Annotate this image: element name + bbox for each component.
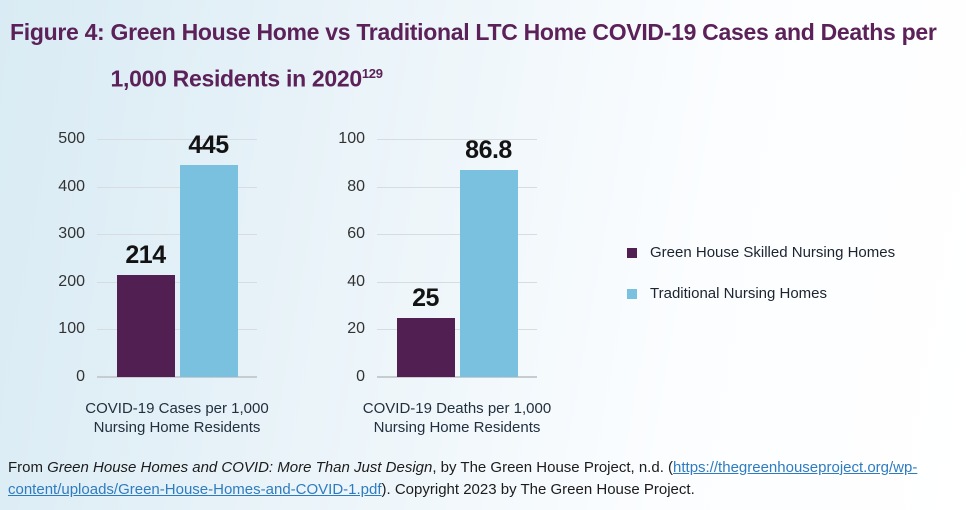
y-tick-label: 0 bbox=[76, 368, 85, 385]
legend-label-green-house: Green House Skilled Nursing Homes bbox=[650, 244, 896, 261]
bar-green-house bbox=[116, 275, 175, 377]
figure-title-text: Green House Home vs Traditional LTC Home… bbox=[111, 12, 937, 100]
gridline bbox=[377, 281, 537, 283]
y-tick-label: 40 bbox=[347, 272, 365, 290]
citation-suffix: ). Copyright 2023 by The Green House Pro… bbox=[381, 481, 695, 498]
footnote-reference: 129 bbox=[361, 66, 383, 81]
y-tick-label: 100 bbox=[58, 320, 85, 338]
legend-item-green-house: Green House Skilled Nursing Homes bbox=[627, 244, 895, 261]
cases-x-axis-label: COVID-19 Cases per 1,000 Nursing Home Re… bbox=[85, 400, 269, 436]
legend-item-traditional: Traditional Nursing Homes bbox=[627, 285, 895, 302]
y-tick-label: 100 bbox=[338, 130, 365, 147]
gridline bbox=[97, 139, 257, 140]
gridline bbox=[97, 281, 257, 283]
figure-title-line1: Green House Home vs Traditional LTC Home… bbox=[110, 19, 937, 45]
traditional-swatch-icon bbox=[627, 288, 637, 299]
legend-label-traditional: Traditional Nursing Homes bbox=[650, 285, 828, 302]
gridline bbox=[377, 186, 537, 188]
legend: Green House Skilled Nursing Homes Tradit… bbox=[627, 244, 895, 326]
green-house-swatch-icon bbox=[627, 247, 637, 258]
cases-y-axis: 0 100 200 300 400 500 bbox=[40, 130, 85, 385]
gridline bbox=[97, 186, 257, 188]
citation-middle: , by The Green House Project, n.d. ( bbox=[432, 459, 674, 476]
bar-traditional bbox=[459, 170, 518, 377]
gridline bbox=[377, 139, 537, 140]
gridline bbox=[97, 234, 257, 236]
deaths-plot-area: 25 86.8 bbox=[377, 136, 537, 378]
figure-number-label: Figure 4: bbox=[10, 19, 111, 45]
bar-value-label: 445 bbox=[188, 131, 229, 160]
bar-traditional bbox=[179, 165, 238, 377]
deaths-x-axis-label: COVID-19 Deaths per 1,000 Nursing Home R… bbox=[362, 400, 552, 436]
y-tick-label: 0 bbox=[356, 368, 365, 385]
bar-green-house bbox=[396, 317, 455, 377]
citation-prefix: From bbox=[8, 459, 48, 476]
figure-title-line2-text: 1,000 Residents in 2020 bbox=[110, 65, 363, 92]
citation-source-title: Green House Homes and COVID: More Than J… bbox=[47, 459, 433, 476]
source-link[interactable]: https://thegreenhouseproject.org/wp-cont… bbox=[8, 459, 918, 498]
figure-title: Figure 4: Green House Home vs Traditiona… bbox=[10, 12, 937, 100]
gridline bbox=[97, 329, 257, 331]
y-tick-label: 60 bbox=[347, 225, 365, 243]
y-tick-label: 400 bbox=[58, 177, 85, 195]
y-tick-label: 300 bbox=[58, 225, 85, 243]
bar-value-label: 25 bbox=[412, 283, 439, 312]
y-tick-label: 20 bbox=[347, 320, 365, 338]
figure-title-line2: 1,000 Residents in 2020129 bbox=[111, 53, 937, 100]
citation: From Green House Homes and COVID: More T… bbox=[8, 457, 958, 501]
gridline bbox=[377, 329, 537, 331]
gridline bbox=[377, 376, 537, 378]
bar-value-label: 214 bbox=[125, 241, 166, 270]
deaths-y-axis: 0 20 40 60 80 100 bbox=[320, 130, 365, 385]
gridline bbox=[97, 376, 257, 378]
cases-plot-area: 214 445 bbox=[97, 131, 257, 378]
y-tick-label: 80 bbox=[347, 177, 365, 195]
bar-value-label: 86.8 bbox=[465, 136, 512, 165]
y-tick-label: 200 bbox=[58, 272, 85, 290]
y-tick-label: 500 bbox=[58, 130, 85, 147]
gridline bbox=[377, 234, 537, 236]
